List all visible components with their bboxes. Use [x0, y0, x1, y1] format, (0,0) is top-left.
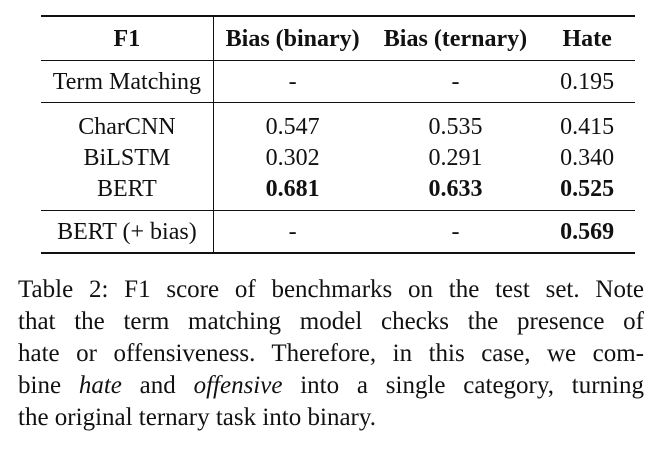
table-row: CharCNN 0.547 0.535 0.415 — [41, 102, 635, 142]
caption-text: bine — [18, 372, 79, 399]
header-bias-binary: Bias (binary) — [225, 25, 360, 52]
cell-hate: 0.340 — [560, 144, 615, 171]
row-name: BERT — [41, 173, 214, 211]
cell-hate: 0.569 — [560, 218, 615, 245]
row-name: Term Matching — [41, 60, 214, 103]
table-header-row: F1 Bias (binary) Bias (ternary) Hate — [41, 16, 635, 61]
cell-bias-ternary: 0.535 — [428, 113, 483, 140]
row-name: BiLSTM — [41, 142, 214, 173]
results-table: F1 Bias (binary) Bias (ternary) Hate Ter… — [41, 15, 635, 254]
cell-bias-binary: 0.302 — [265, 144, 320, 171]
table-row: BERT (+ bias) - - 0.569 — [41, 210, 635, 253]
caption-line: that the term matching model checks the … — [18, 308, 644, 335]
header-f1: F1 — [41, 16, 214, 61]
row-name: CharCNN — [41, 102, 214, 142]
table-caption: Table 2: F1 score of benchmarks on the t… — [18, 274, 644, 434]
cell-bias-binary: 0.681 — [265, 175, 320, 202]
results-table-container: F1 Bias (binary) Bias (ternary) Hate Ter… — [41, 15, 635, 254]
cell-bias-ternary: - — [451, 68, 460, 95]
table-row: BiLSTM 0.302 0.291 0.340 — [41, 142, 635, 173]
caption-line: hate or offensiveness. Therefore, in thi… — [18, 340, 644, 367]
cell-bias-ternary: 0.291 — [428, 144, 483, 171]
caption-text: and — [121, 372, 194, 399]
table-row: Term Matching - - 0.195 — [41, 60, 635, 103]
caption-emphasis-hate: hate — [78, 372, 122, 399]
cell-bias-binary: - — [288, 218, 297, 245]
header-hate: Hate — [562, 25, 612, 52]
cell-bias-binary: - — [288, 68, 297, 95]
cell-bias-ternary: - — [451, 218, 460, 245]
cell-hate: 0.415 — [560, 113, 615, 140]
caption-line: bine hate and offensive into a single ca… — [18, 370, 644, 402]
row-name: BERT (+ bias) — [41, 210, 214, 253]
caption-line: Table 2: F1 score of benchmarks on the t… — [18, 276, 644, 303]
caption-text: into a single category, turning — [282, 372, 644, 399]
cell-hate: 0.525 — [560, 175, 615, 202]
cell-hate: 0.195 — [560, 68, 615, 95]
table-row: BERT 0.681 0.633 0.525 — [41, 173, 635, 211]
caption-emphasis-offensive: offensive — [193, 372, 283, 399]
caption-line: the original ternary task into binary. — [18, 404, 376, 431]
cell-bias-binary: 0.547 — [265, 113, 320, 140]
cell-bias-ternary: 0.633 — [428, 175, 483, 202]
header-bias-ternary: Bias (ternary) — [383, 25, 528, 52]
